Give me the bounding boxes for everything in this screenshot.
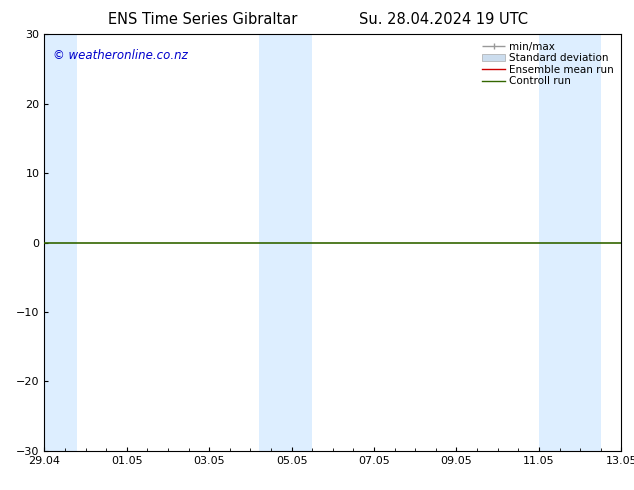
Text: Su. 28.04.2024 19 UTC: Su. 28.04.2024 19 UTC (359, 12, 528, 27)
Bar (44, 34, 77, 451)
Legend: min/max, Standard deviation, Ensemble mean run, Controll run: min/max, Standard deviation, Ensemble me… (480, 40, 616, 88)
Bar (259, 34, 312, 451)
Text: © weatheronline.co.nz: © weatheronline.co.nz (53, 49, 188, 62)
Bar (539, 34, 600, 451)
Text: ENS Time Series Gibraltar: ENS Time Series Gibraltar (108, 12, 297, 27)
